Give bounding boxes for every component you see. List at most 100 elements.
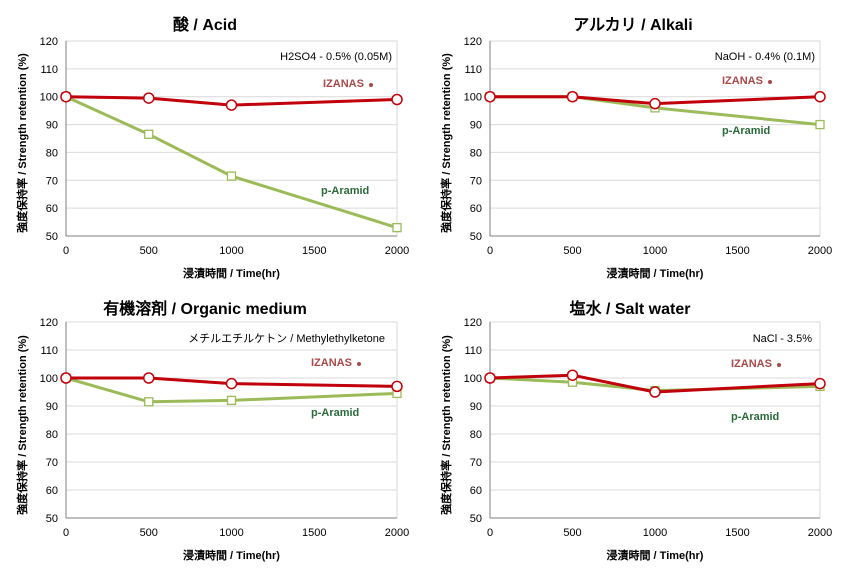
data-point-izanas: [649, 97, 661, 110]
data-point-izanas: [60, 372, 72, 384]
data-point-p-aramid: [392, 222, 402, 233]
y-tick-label: 120: [40, 317, 58, 329]
x-tick-label: 500: [563, 245, 581, 257]
series-label-p-aramid: p-Aramid: [321, 185, 369, 197]
y-tick-label: 110: [464, 345, 482, 357]
y-tick-label: 80: [46, 429, 58, 441]
x-tick-label: 1500: [302, 245, 326, 257]
x-tick-label: 1500: [302, 527, 326, 539]
data-point-izanas: [391, 380, 403, 393]
y-tick-label: 100: [40, 92, 58, 104]
registered-mark-icon: [369, 83, 373, 87]
y-axis-label: 強度保持率 / Strength retention (%): [439, 335, 453, 515]
chart-title: 酸 / Acid: [173, 15, 237, 34]
series-label-izanas: IZANAS: [323, 78, 364, 90]
plot-area: [65, 40, 398, 237]
y-tick-label: 120: [464, 36, 482, 48]
registered-mark-icon: [357, 362, 361, 366]
series-label-izanas: IZANAS: [722, 75, 763, 87]
y-tick-label: 70: [46, 457, 58, 469]
y-tick-label: 70: [470, 457, 482, 469]
x-tick-label: 500: [140, 245, 158, 257]
x-tick-label: 0: [63, 245, 69, 257]
data-point-izanas: [143, 372, 155, 384]
series-line-izanas: [65, 95, 398, 107]
series-label-p-aramid: p-Aramid: [722, 125, 770, 137]
data-point-izanas: [143, 92, 155, 104]
x-tick-label: 500: [563, 527, 581, 539]
x-tick-label: 500: [140, 527, 158, 539]
series-line-izanas: [490, 95, 821, 106]
y-tick-label: 100: [464, 373, 482, 385]
chart-title: アルカリ / Alkali: [573, 16, 692, 34]
condition-note: NaOH - 0.4% (0.1M): [715, 51, 815, 63]
y-tick-label: 80: [46, 147, 58, 159]
y-tick-label: 90: [46, 401, 58, 413]
x-tick-label: 1000: [643, 245, 667, 257]
y-tick-label: 90: [46, 120, 58, 132]
series-label-p-aramid: p-Aramid: [311, 407, 359, 419]
x-tick-label: 2000: [808, 245, 832, 257]
chart-title: 塩水 / Salt water: [570, 299, 691, 318]
data-point-p-aramid: [815, 119, 825, 130]
chart-panel-4: 50 60 70 80 90 100 110 120 0 500 1000 1500 2000 塩水 / …: [439, 299, 832, 562]
x-tick-label: 1500: [725, 527, 749, 539]
chart-title: 有機溶剤 / Organic medium: [103, 299, 307, 318]
y-tick-label: 100: [40, 373, 58, 385]
y-tick-label: 60: [46, 485, 58, 497]
chart-panel-2: 50 60 70 80 90 100 110 120 0 500 1000 1500 2000 アルカリ …: [439, 16, 832, 280]
plot-area: [65, 321, 398, 519]
registered-mark-icon: [768, 80, 772, 84]
series-label-izanas: IZANAS: [311, 357, 352, 369]
x-tick-label: 0: [487, 245, 493, 257]
x-tick-label: 0: [487, 527, 493, 539]
x-axis-label: 浸漬時間 / Time(hr): [607, 266, 704, 280]
series-line-izanas: [489, 373, 821, 394]
y-tick-label: 50: [46, 231, 58, 243]
registered-mark-icon: [777, 363, 781, 367]
y-axis-label: 強度保持率 / Strength retention (%): [15, 53, 29, 233]
chart-panel-3: 50 60 70 80 90 100 110 120 0 500 1000 1500 2000 有機溶剤 …: [15, 299, 409, 562]
chart-panel-1: 50 60 70 80 90 100 110 120 0 500 1000 1500 2000 酸 / A…: [15, 15, 409, 280]
x-axis-label: 浸漬時間 / Time(hr): [607, 548, 704, 562]
y-tick-label: 110: [40, 345, 58, 357]
x-tick-label: 1000: [219, 245, 243, 257]
series-line-izanas: [66, 376, 398, 388]
plot-area: [489, 40, 821, 237]
y-tick-label: 110: [40, 64, 58, 76]
data-point-izanas: [60, 90, 72, 103]
y-tick-label: 80: [470, 147, 482, 159]
y-tick-label: 90: [470, 120, 482, 132]
data-point-izanas: [566, 369, 579, 381]
data-point-izanas: [484, 90, 496, 103]
y-tick-label: 50: [470, 513, 482, 525]
y-tick-label: 60: [470, 485, 482, 497]
series-label-p-aramid: p-Aramid: [731, 411, 779, 423]
x-axis-label: 浸漬時間 / Time(hr): [183, 266, 280, 280]
y-tick-label: 110: [464, 64, 482, 76]
x-tick-label: 2000: [385, 527, 409, 539]
x-tick-label: 1000: [643, 527, 667, 539]
x-axis-label: 浸漬時間 / Time(hr): [183, 548, 280, 562]
data-point-p-aramid: [226, 395, 237, 406]
condition-note: メチルエチルケトン / Methylethylketone: [188, 332, 385, 345]
series-line-p-aramid: [65, 95, 398, 230]
data-point-p-aramid: [144, 397, 154, 407]
data-point-izanas: [484, 372, 496, 384]
data-point-izanas: [225, 377, 238, 390]
y-tick-label: 60: [470, 203, 482, 215]
y-tick-label: 70: [470, 175, 482, 187]
data-point-p-aramid: [144, 129, 154, 139]
x-tick-label: 0: [63, 527, 69, 539]
y-tick-label: 90: [470, 401, 482, 413]
y-tick-label: 60: [46, 203, 58, 215]
data-point-izanas: [814, 377, 826, 390]
series-label-izanas: IZANAS: [731, 358, 772, 370]
data-point-izanas: [225, 99, 238, 111]
x-tick-label: 2000: [385, 245, 409, 257]
y-tick-label: 120: [40, 36, 58, 48]
data-point-p-aramid: [226, 171, 237, 181]
y-tick-label: 70: [46, 175, 58, 187]
y-tick-label: 50: [46, 513, 58, 525]
